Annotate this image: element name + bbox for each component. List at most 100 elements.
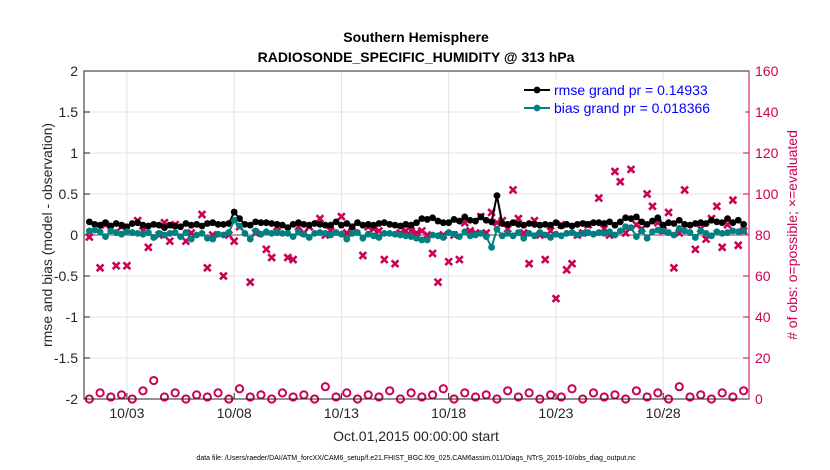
rmse-point — [434, 217, 442, 225]
rmse-point — [541, 220, 549, 228]
obs-possible-marker — [460, 388, 470, 398]
rmse-point — [252, 218, 260, 226]
rmse-point — [284, 224, 292, 232]
bias-point — [531, 232, 538, 240]
y2-tick-label: 40 — [755, 309, 771, 325]
y2-tick-label: 80 — [755, 227, 771, 243]
bias-point — [434, 232, 442, 240]
bias-point — [391, 230, 399, 238]
rmse-point — [697, 219, 705, 227]
obs-possible-marker — [138, 386, 148, 396]
obs-evaluated-marker — [642, 189, 652, 199]
bias-point — [220, 231, 227, 239]
obs-evaluated-marker — [197, 210, 207, 219]
obs-evaluated-marker — [567, 259, 577, 269]
obs-possible-marker — [599, 392, 609, 402]
obs-evaluated-marker — [594, 193, 604, 203]
y-tick-label: 0 — [70, 227, 78, 243]
obs-possible-marker — [653, 388, 663, 398]
rmse-point — [144, 222, 152, 230]
obs-possible-marker — [159, 392, 170, 402]
rmse-point — [466, 216, 474, 224]
rmse-point — [702, 220, 710, 227]
bias-point — [107, 227, 115, 235]
obs-possible-marker — [202, 392, 212, 402]
bias-point — [359, 234, 367, 242]
bias-point — [649, 228, 656, 236]
obs-possible-marker — [717, 388, 727, 398]
y2-tick-label: 20 — [755, 350, 771, 366]
rmse-point — [418, 215, 426, 223]
legend-rmse-marker — [533, 86, 541, 94]
obs-possible-marker — [106, 392, 116, 402]
bias-point — [622, 223, 630, 231]
bias-point — [128, 229, 136, 236]
legend-rmse-label: rmse grand pr = 0.14933 — [554, 82, 708, 98]
obs-evaluated-marker — [492, 218, 502, 228]
obs-possible-marker — [685, 392, 695, 402]
bias-point — [520, 234, 528, 242]
rmse-point — [547, 221, 554, 229]
rmse-point — [536, 221, 544, 229]
bias-point — [627, 224, 635, 232]
obs-evaluated-marker — [664, 208, 673, 217]
obs-possible-marker — [149, 375, 159, 386]
obs-evaluated-marker — [203, 263, 212, 273]
series-lines — [85, 192, 748, 251]
rmse-point — [477, 213, 485, 221]
bias-point — [456, 233, 463, 241]
rmse-point — [563, 220, 571, 228]
x-axis-label: Oct.01,2015 00:00:00 start — [333, 428, 499, 444]
rmse-point — [295, 219, 302, 227]
rmse-point — [198, 222, 206, 230]
bias-point — [193, 231, 201, 239]
obs-possible-marker — [417, 392, 427, 402]
obs-possible-marker — [385, 386, 395, 396]
obs-evaluated-marker — [267, 253, 277, 262]
bias-point — [429, 231, 436, 239]
obs-evaluated-marker — [122, 261, 132, 271]
rmse-point — [112, 220, 120, 227]
bias-point — [686, 229, 694, 236]
bias-point — [171, 229, 179, 236]
legend-bias-marker — [533, 104, 541, 112]
bias-point — [681, 227, 689, 235]
rmse-point — [177, 223, 184, 231]
bias-point — [638, 227, 646, 235]
obs-evaluated-marker — [508, 185, 518, 195]
obs-evaluated-marker — [380, 255, 389, 264]
bias-point — [579, 229, 587, 237]
bias-point — [600, 229, 608, 237]
rmse-point — [627, 215, 635, 223]
bias-point — [659, 227, 667, 235]
rmse-point — [386, 220, 394, 228]
obs-evaluated-marker — [428, 249, 437, 258]
obs-possible-marker — [288, 392, 298, 402]
rmse-point — [456, 217, 463, 225]
rmse-point — [96, 221, 104, 229]
legend-box — [519, 80, 745, 118]
bias-point — [300, 230, 308, 238]
rmse-point — [236, 215, 243, 223]
bias-point — [262, 228, 270, 236]
obs-possible-marker — [588, 388, 599, 398]
rmse-point — [220, 220, 227, 228]
bias-point — [547, 234, 554, 241]
rmse-point — [616, 218, 624, 226]
bias-point — [573, 231, 581, 239]
rmse-point — [595, 219, 603, 227]
obs-evaluated-marker — [337, 212, 346, 221]
bias-point — [504, 229, 512, 237]
rmse-point — [279, 221, 286, 229]
bias-point — [370, 232, 377, 240]
obs-possible-marker — [524, 388, 534, 398]
obs-evaluated-marker — [524, 259, 534, 269]
bias-point — [713, 228, 721, 236]
chart-title: Southern Hemisphere — [343, 29, 489, 45]
rmse-point — [123, 223, 131, 231]
obs-possible-marker — [728, 392, 738, 402]
obs-evaluated-marker — [95, 263, 105, 273]
rmse-point — [557, 222, 565, 230]
rmse-point — [600, 220, 608, 227]
obs-evaluated-marker — [406, 226, 416, 236]
